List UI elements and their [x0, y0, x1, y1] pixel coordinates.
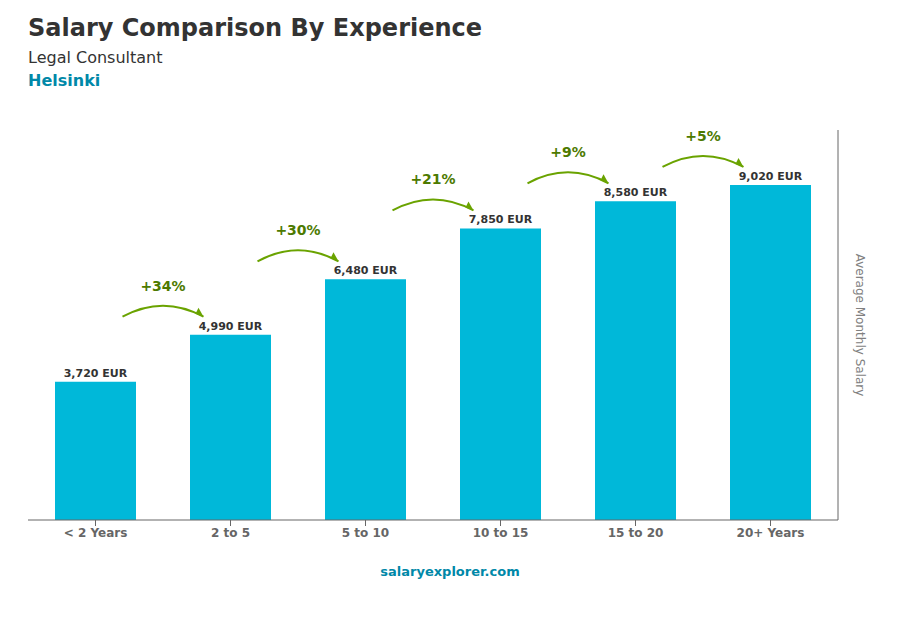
html-text:Helsinki: Helsinki — [28, 71, 101, 90]
svg-text:7,850 EUR: 7,850 EUR — [469, 213, 533, 226]
svg-text:3,720 EUR: 3,720 EUR — [64, 367, 128, 380]
html-text:Legal Consultant: Legal Consultant — [28, 48, 163, 67]
svg-text:Average Monthly Salary: Average Monthly Salary — [853, 254, 867, 397]
svg-text:10 to 15: 10 to 15 — [473, 526, 529, 540]
svg-text:+30%: +30% — [275, 222, 320, 238]
svg-text:2 to 5: 2 to 5 — [211, 526, 250, 540]
svg-text:6,480 EUR: 6,480 EUR — [334, 264, 398, 277]
svg-text:9,020 EUR: 9,020 EUR — [739, 170, 803, 183]
svg-text:4,990 EUR: 4,990 EUR — [199, 320, 263, 333]
svg-text:+21%: +21% — [410, 171, 455, 187]
svg-text:+5%: +5% — [685, 128, 721, 144]
html-text:Salary Comparison By Experienc: Salary Comparison By Experience — [28, 14, 483, 42]
svg-text:20+ Years: 20+ Years — [737, 526, 805, 540]
svg-text:+34%: +34% — [140, 278, 185, 294]
html-text:salaryexplorer.com: salaryexplorer.com — [380, 564, 520, 579]
svg-text:+9%: +9% — [550, 144, 586, 160]
svg-text:< 2 Years: < 2 Years — [64, 526, 128, 540]
svg-text:8,580 EUR: 8,580 EUR — [604, 186, 668, 199]
svg-text:15 to 20: 15 to 20 — [608, 526, 664, 540]
svg-text:5 to 10: 5 to 10 — [342, 526, 389, 540]
